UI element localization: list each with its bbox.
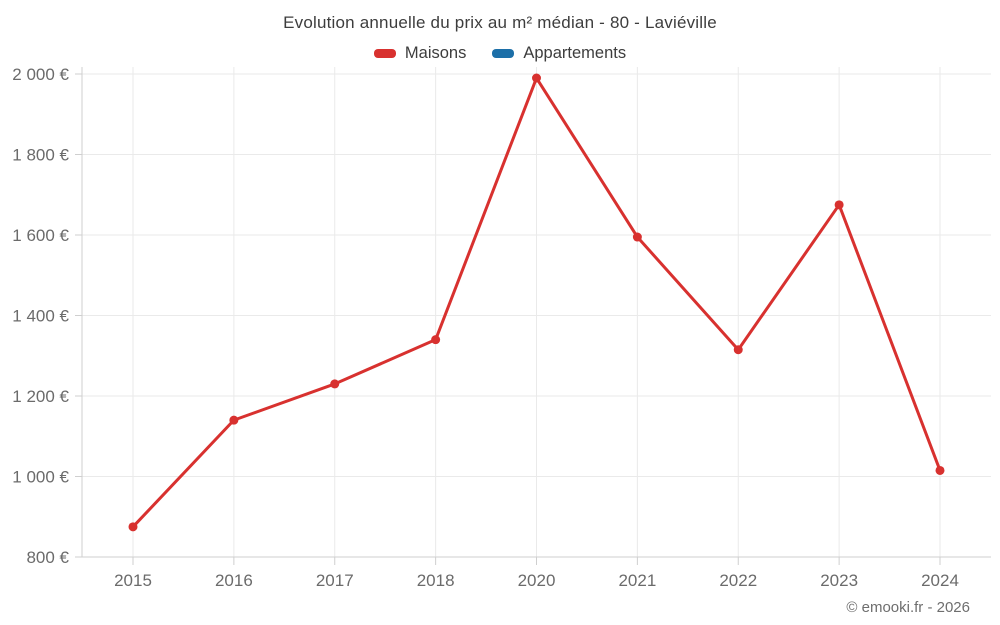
data-point-2015 [128,522,138,532]
legend-item-maisons[interactable]: Maisons [373,44,467,63]
data-point-2020 [532,73,541,83]
data-point-2018 [431,335,441,345]
data-point-2016 [229,415,239,425]
data-point-2024 [935,465,945,475]
x-tick-label: 2017 [316,571,354,590]
data-point-2021 [632,232,642,242]
chart-legend: Maisons Appartements [0,44,1000,63]
data-point-2022 [733,345,743,355]
y-tick-label: 800 € [26,548,69,567]
y-tick-label: 1 400 € [12,307,69,326]
x-tick-label: 2015 [114,571,152,590]
y-tick-label: 2 000 € [12,65,69,84]
legend-swatch-icon [492,49,515,58]
y-tick-label: 1 800 € [12,146,69,165]
y-tick-label: 1 600 € [12,226,69,245]
x-tick-label: 2016 [215,571,253,590]
legend-item-appartements[interactable]: Appartements [492,44,626,63]
legend-label: Maisons [404,44,467,62]
x-tick-label: 2021 [618,571,656,590]
x-tick-label: 2018 [417,571,455,590]
y-tick-label: 1 200 € [12,387,69,406]
x-tick-label: 2023 [820,571,858,590]
x-tick-label: 2020 [518,571,556,590]
chart-title: Evolution annuelle du prix au m² médian … [283,13,717,32]
data-point-2017 [330,379,340,389]
legend-swatch-icon [373,49,396,58]
data-point-2023 [834,200,844,210]
x-tick-label: 2022 [719,571,757,590]
y-tick-label: 1 000 € [12,468,69,487]
copyright-footer: © emooki.fr - 2026 [846,599,970,616]
legend-label: Appartements [523,44,627,62]
x-tick-label: 2024 [921,571,959,590]
